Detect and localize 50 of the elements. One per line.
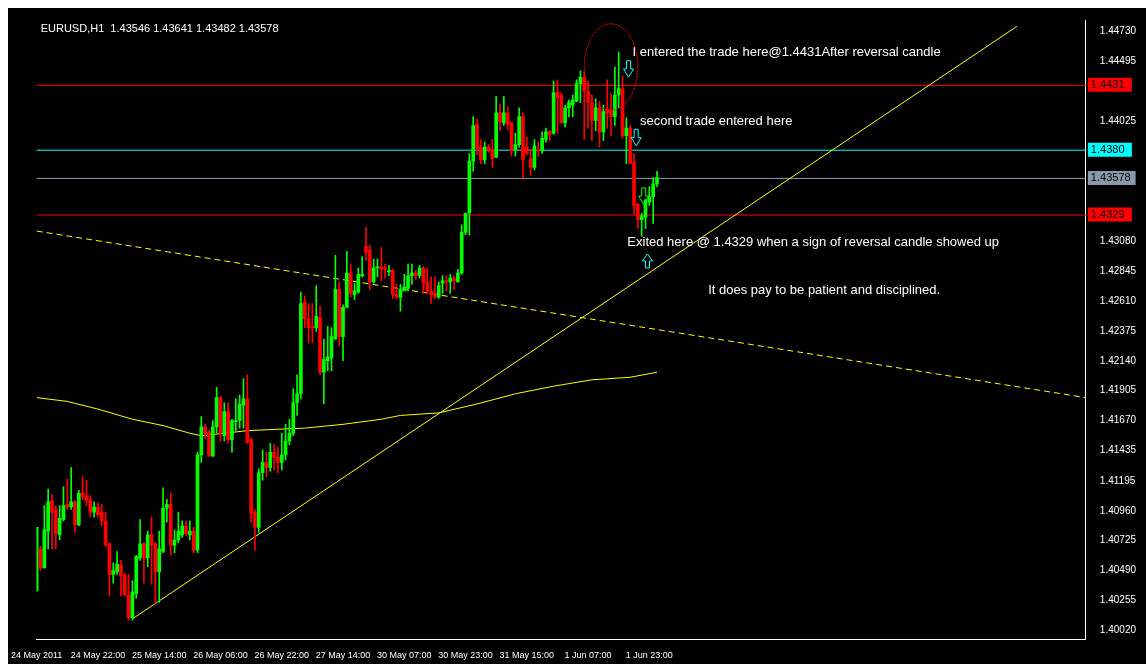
candlestick xyxy=(276,446,280,473)
x-tick-label: 31 May 15:00 xyxy=(499,650,555,661)
candlestick xyxy=(188,520,192,541)
x-tick-label: 24 May 22:00 xyxy=(70,650,126,661)
ref-line-label: 1.4380 xyxy=(1090,142,1125,155)
y-tick-label: 1.40255 xyxy=(1099,594,1137,606)
y-tick-label: 1.42375 xyxy=(1099,324,1137,336)
y-tick-label: 1.40960 xyxy=(1099,504,1137,516)
candlestick xyxy=(387,265,391,276)
candlestick xyxy=(65,478,70,510)
y-tick-label: 1.40020 xyxy=(1099,624,1137,636)
y-tick-label: 1.40490 xyxy=(1099,564,1137,576)
candlestick xyxy=(69,467,73,510)
candlestick xyxy=(272,444,276,471)
candlestick xyxy=(383,263,387,279)
y-tick-label: 1.44025 xyxy=(1099,114,1137,126)
x-tick-label: 26 May 22:00 xyxy=(254,650,310,661)
y-tick-label: 1.42845 xyxy=(1099,264,1137,276)
candlestick xyxy=(536,141,541,157)
y-tick-label: 1.44495 xyxy=(1099,55,1137,67)
annotation: Exited here @ 1.4329 when a sign of reversal candle showed up xyxy=(627,234,1000,250)
annotation: second trade entered here xyxy=(639,112,793,128)
ref-line-label: 1.43578 xyxy=(1090,170,1131,183)
ref-line-label: 1.4431 xyxy=(1090,77,1125,90)
x-tick-label: 25 May 14:00 xyxy=(131,650,187,661)
annotation: It does pay to be patient and disciplined. xyxy=(708,281,941,297)
y-tick-label: 1.41905 xyxy=(1099,384,1137,396)
x-tick-label: 1 Jun 23:00 xyxy=(625,650,673,661)
candlestick xyxy=(314,285,319,332)
x-tick-label: 30 May 23:00 xyxy=(438,650,493,661)
x-tick-label: 30 May 07:00 xyxy=(377,650,432,661)
y-tick-label: 1.42610 xyxy=(1099,294,1137,306)
annotation: I entered the trade here@1.4431After reversal candle xyxy=(632,44,941,60)
x-tick-label: 24 May 2011 xyxy=(11,650,63,661)
chart-title: EURUSD,H1 1.43546 1.43641 1.43482 1.43578 xyxy=(40,21,279,34)
x-tick-label: 1 Jun 07:00 xyxy=(564,650,612,661)
x-tick-label: 26 May 06:00 xyxy=(193,650,248,661)
candlestick xyxy=(452,275,456,290)
y-tick-label: 1.41670 xyxy=(1099,414,1137,426)
y-tick-label: 1.42140 xyxy=(1099,354,1137,366)
y-tick-label: 1.41195 xyxy=(1099,474,1136,486)
x-tick-label: 27 May 14:00 xyxy=(315,650,371,661)
candlestick xyxy=(379,247,384,281)
y-tick-label: 1.40725 xyxy=(1099,534,1137,546)
y-tick-label: 1.44730 xyxy=(1099,25,1137,37)
ref-line-label: 1.4329 xyxy=(1090,207,1125,220)
y-tick-label: 1.43080 xyxy=(1099,234,1137,246)
candlestick xyxy=(50,493,54,550)
candlestick xyxy=(448,273,453,294)
y-tick-label: 1.41435 xyxy=(1099,444,1137,456)
